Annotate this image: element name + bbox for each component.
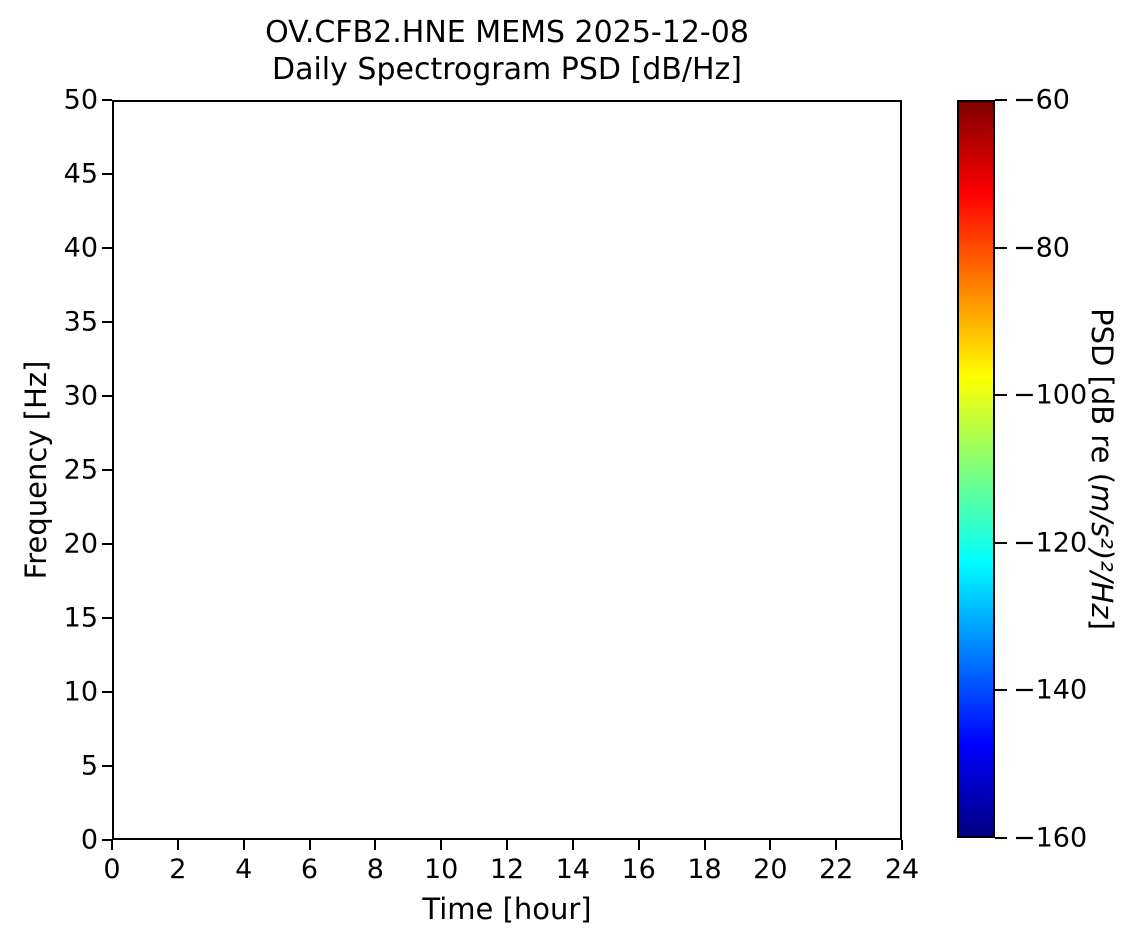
y-axis-label: Frequency [Hz] [19,360,53,580]
y-tick [102,543,112,545]
colorbar-tick [995,99,1007,101]
x-tick-label: 18 [687,854,722,885]
x-tick [242,840,245,850]
x-tick [703,840,706,850]
x-tick-label: 0 [103,854,121,885]
y-tick [102,321,112,323]
y-tick [102,839,112,841]
colorbar-tick [995,689,1007,692]
colorbar-tick [995,837,1007,839]
y-tick-label: 30 [63,380,98,412]
colorbar-tick-label: −160 [1013,822,1088,854]
x-tick-label: 10 [423,854,459,885]
x-tick-label: 4 [235,854,253,885]
chart-title: OV.CFB2.HNE MEMS 2025-12-08 Daily Spectr… [112,14,902,88]
x-tick-label: 16 [621,854,656,885]
y-tick-label: 35 [63,306,98,338]
y-tick [102,173,112,175]
x-tick-label: 8 [366,854,384,885]
x-tick-label: 2 [169,854,187,885]
colorbar-tick [995,246,1007,249]
x-tick [769,840,772,850]
y-tick [102,765,112,767]
x-axis-label: Time [hour] [422,892,592,926]
y-tick-label: 40 [63,232,98,264]
colorbar-tick [995,394,1007,397]
colorbar-tick-label: −100 [1013,379,1088,411]
x-tick-label: 20 [753,854,788,885]
x-tick [440,840,443,850]
colorbar-tick-label: −60 [1013,84,1070,116]
y-tick [102,247,112,249]
colorbar-tick-label: −140 [1013,674,1088,706]
y-tick-label: 25 [63,454,98,486]
x-tick-label: 6 [300,854,319,885]
colorbar-label-math: m/s²)²/Hz [1085,484,1119,619]
colorbar-tick-label: −120 [1013,527,1088,559]
x-tick [835,840,838,850]
chart-title-line1: OV.CFB2.HNE MEMS 2025-12-08 [265,15,749,50]
y-tick-label: 45 [63,158,98,190]
chart-title-line2: Daily Spectrogram PSD [dB/Hz] [271,52,742,87]
plot-area [112,100,902,840]
x-tick-label: 12 [489,854,525,885]
y-tick-label: 20 [63,528,98,560]
colorbar-tick-label: −80 [1013,232,1070,264]
y-tick-label: 10 [63,676,98,708]
x-tick [111,840,113,850]
y-tick [102,469,112,471]
colorbar-tick [995,541,1007,544]
y-tick [102,617,112,619]
y-tick [102,395,112,397]
y-tick [102,99,112,101]
x-tick [506,840,508,850]
x-tick [176,840,179,850]
x-tick [374,840,377,850]
x-tick-label: 14 [555,854,590,885]
y-tick-label: 5 [80,750,98,782]
y-tick [102,691,112,693]
colorbar-label-suffix: ] [1085,618,1119,630]
x-tick-label: 24 [884,854,920,885]
y-tick-label: 0 [80,824,98,856]
x-tick [901,840,903,850]
x-tick [571,840,574,850]
colorbar-label-prefix: PSD [dB re ( [1085,308,1119,485]
y-tick-label: 50 [63,84,98,116]
x-tick-label: 22 [818,854,854,885]
x-tick [308,840,311,850]
x-tick [637,840,640,850]
colorbar [957,100,995,838]
colorbar-label: PSD [dB re (m/s²)²/Hz] [1085,308,1119,630]
y-tick-label: 15 [63,602,98,634]
